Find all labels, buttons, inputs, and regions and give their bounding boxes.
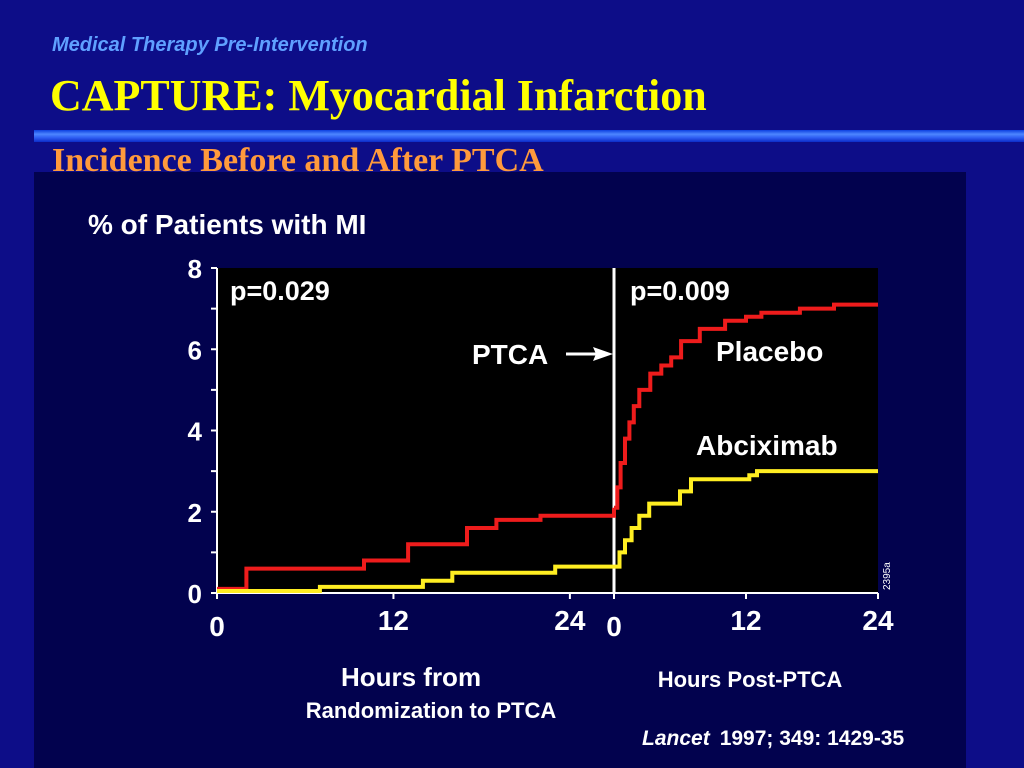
y-axis-label: % of Patients with MI — [88, 209, 366, 240]
slide-supertitle: Medical Therapy Pre-Intervention — [52, 34, 368, 56]
pvalue-post: p=0.009 — [630, 276, 730, 306]
legend-placebo: Placebo — [716, 336, 823, 367]
y-tick-label-0: 0 — [188, 579, 202, 609]
ptca-arrow-head — [593, 347, 613, 361]
x-tick-label-post-24: 24 — [862, 605, 894, 636]
citation-reference: 1997; 349: 1429-35 — [719, 727, 905, 750]
series-abciximab-pre — [217, 564, 614, 593]
citation-journal: Lancet — [642, 727, 710, 750]
x-axis-label-pre-line2: Randomization to PTCA — [306, 698, 557, 723]
y-tick-label-4: 4 — [188, 417, 203, 447]
x-tick-label-pre-0: 0 — [209, 611, 225, 642]
title-divider — [34, 130, 1024, 142]
x-tick-label-pre-24: 24 — [554, 605, 586, 636]
y-tick-label-2: 2 — [188, 498, 202, 528]
series-abciximab-post — [614, 469, 878, 569]
x-axis-label-post: Hours Post-PTCA — [658, 667, 843, 692]
x-axis-label-pre-line1: Hours from — [341, 662, 481, 692]
x-tick-label-post-0: 0 — [606, 611, 622, 642]
x-tick-label-pre-12: 12 — [378, 605, 409, 636]
x-tick-label-post-12: 12 — [730, 605, 761, 636]
figure-code: 2395a — [882, 562, 893, 590]
ptca-annotation: PTCA — [472, 339, 548, 370]
y-tick-label-8: 8 — [188, 254, 202, 284]
plot-background — [217, 268, 878, 593]
series-placebo-pre — [217, 507, 616, 591]
citation: Lancet 1997; 349: 1429-35 — [642, 727, 904, 751]
slide-title: CAPTURE: Myocardial Infarction — [50, 71, 707, 120]
legend-abciximab: Abciximab — [696, 430, 838, 461]
pvalue-pre: p=0.029 — [230, 276, 330, 306]
series-placebo-post — [614, 302, 878, 510]
y-tick-label-6: 6 — [188, 335, 202, 365]
